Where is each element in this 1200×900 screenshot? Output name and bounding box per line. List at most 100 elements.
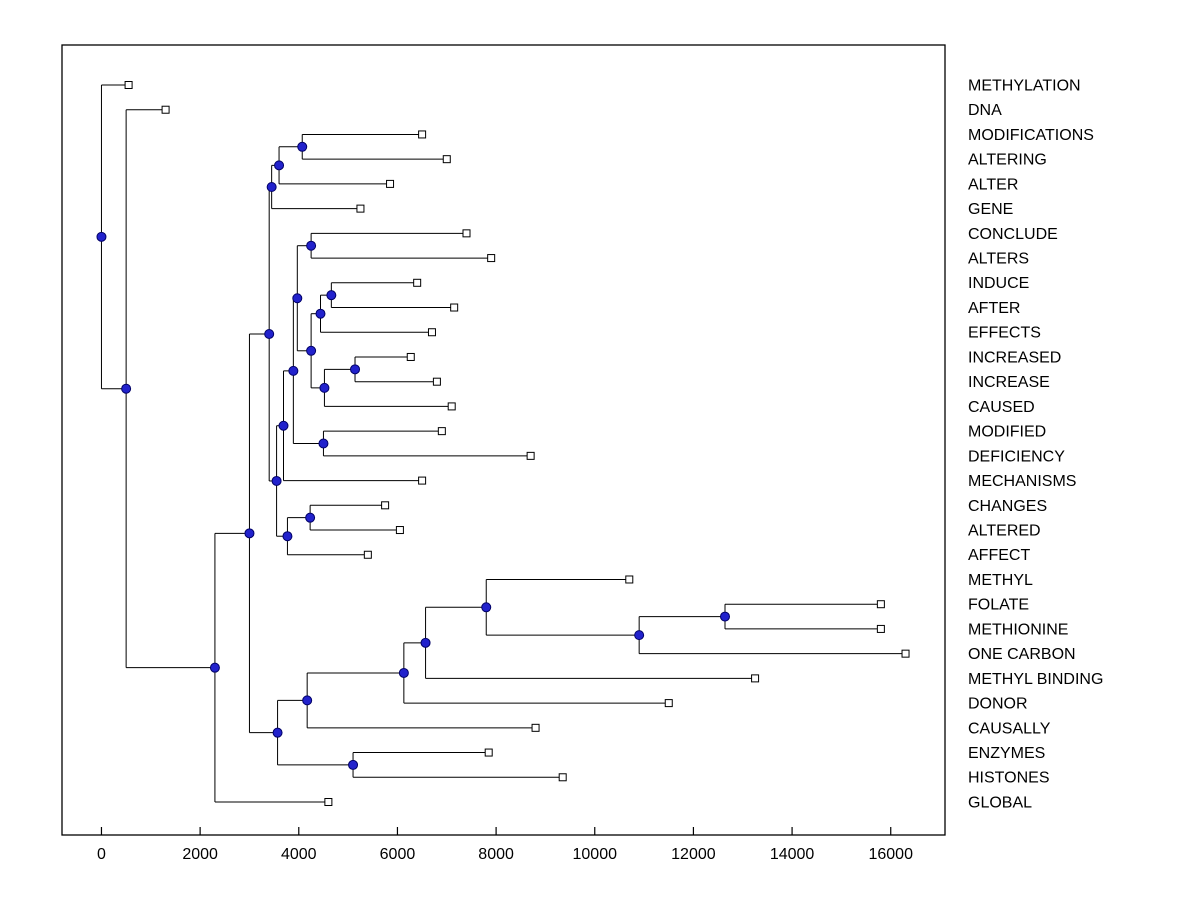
leaf-marker [386, 179, 395, 188]
internal-node-marker [288, 365, 299, 376]
leaf-marker [356, 204, 365, 213]
leaf-label: ALTER [968, 176, 1018, 193]
leaf-marker [442, 155, 451, 164]
leaf-marker [558, 773, 567, 782]
leaf-label: METHYLATION [968, 77, 1081, 94]
internal-node-marker [315, 308, 326, 319]
internal-node-marker [420, 637, 431, 648]
x-tick-label: 10000 [573, 846, 618, 863]
internal-node-marker [350, 364, 361, 375]
x-tick-label: 4000 [281, 846, 317, 863]
leaf-label: METHYL BINDING [968, 671, 1103, 688]
leaf-marker [901, 649, 910, 658]
leaf-label: MODIFIED [968, 424, 1046, 441]
leaf-label: DEFICIENCY [968, 448, 1065, 465]
internal-node-marker [274, 160, 285, 171]
leaf-marker [161, 105, 170, 114]
leaf-label: AFTER [968, 300, 1020, 317]
leaf-label: ALTERS [968, 251, 1029, 268]
leaf-label: MODIFICATIONS [968, 127, 1094, 144]
leaf-label: ALTERED [968, 522, 1041, 539]
internal-node-marker [306, 345, 317, 356]
x-tick-label: 8000 [478, 846, 514, 863]
leaf-label: DNA [968, 102, 1002, 119]
leaf-marker [484, 748, 493, 757]
leaf-label: METHYL [968, 572, 1033, 589]
leaf-marker [487, 254, 496, 263]
leaf-label: CAUSALLY [968, 720, 1051, 737]
internal-node-marker [272, 727, 283, 738]
leaf-marker [625, 575, 634, 584]
leaf-marker [381, 501, 390, 510]
internal-node-marker [634, 630, 645, 641]
internal-node-marker [297, 141, 308, 152]
x-tick-label: 2000 [182, 846, 218, 863]
leaf-label: CHANGES [968, 498, 1047, 515]
axes-box [61, 44, 946, 836]
leaf-marker [462, 229, 471, 238]
leaf-label: METHIONINE [968, 621, 1068, 638]
leaf-marker [413, 278, 422, 287]
internal-node-marker [719, 611, 730, 622]
leaf-label: INCREASE [968, 374, 1050, 391]
leaf-label: MECHANISMS [968, 473, 1076, 490]
internal-node-marker [319, 382, 330, 393]
leaf-marker [395, 526, 404, 535]
leaf-label: ONE CARBON [968, 646, 1076, 663]
internal-node-marker [96, 231, 107, 242]
leaf-marker [876, 624, 885, 633]
x-tick-label: 0 [97, 846, 106, 863]
leaf-marker [124, 81, 133, 89]
internal-node-marker [348, 759, 359, 770]
leaf-label: HISTONES [968, 770, 1050, 787]
leaf-marker [418, 130, 427, 139]
x-tick-label: 6000 [380, 846, 416, 863]
leaf-label: CONCLUDE [968, 226, 1058, 243]
leaf-label: GENE [968, 201, 1013, 218]
internal-node-marker [209, 662, 220, 673]
leaf-label: AFFECT [968, 547, 1030, 564]
internal-node-marker [121, 383, 132, 394]
leaf-label: DONOR [968, 696, 1028, 713]
leaf-label: INDUCE [968, 275, 1029, 292]
internal-node-marker [306, 240, 317, 251]
internal-node-marker [318, 438, 329, 449]
leaf-marker [447, 402, 456, 411]
leaf-marker [526, 451, 535, 460]
internal-node-marker [398, 667, 409, 678]
internal-node-marker [271, 475, 282, 486]
leaf-marker [437, 427, 446, 436]
leaf-marker [664, 699, 673, 708]
leaf-label: CAUSED [968, 399, 1035, 416]
leaf-marker [324, 798, 333, 806]
internal-node-marker [481, 602, 492, 613]
leaf-marker [406, 352, 415, 361]
leaf-marker [432, 377, 441, 386]
leaf-label: EFFECTS [968, 325, 1041, 342]
x-tick-label: 16000 [868, 846, 913, 863]
leaf-label: ENZYMES [968, 745, 1045, 762]
x-tick-label: 14000 [770, 846, 815, 863]
leaf-label: FOLATE [968, 597, 1029, 614]
internal-node-marker [266, 181, 277, 192]
internal-node-marker [244, 528, 255, 539]
leaf-label: ALTERING [968, 152, 1047, 169]
internal-node-marker [264, 328, 275, 339]
leaf-label: GLOBAL [968, 794, 1032, 811]
leaf-marker [418, 476, 427, 485]
leaf-marker [363, 550, 372, 559]
leaf-marker [427, 328, 436, 337]
internal-node-marker [278, 420, 289, 431]
internal-node-marker [282, 531, 293, 542]
leaf-label: INCREASED [968, 349, 1061, 366]
leaf-marker [876, 600, 885, 609]
internal-node-marker [292, 293, 303, 304]
internal-node-marker [305, 512, 316, 523]
x-tick-label: 12000 [671, 846, 716, 863]
leaf-marker [751, 674, 760, 683]
leaf-marker [450, 303, 459, 312]
leaf-marker [531, 723, 540, 732]
internal-node-marker [302, 695, 313, 706]
